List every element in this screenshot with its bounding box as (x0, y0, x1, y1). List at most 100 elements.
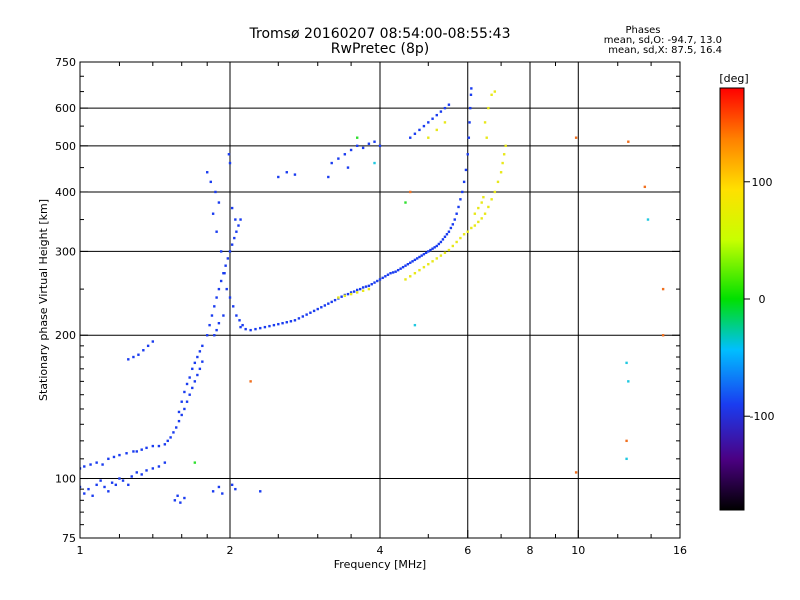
data-point (418, 128, 421, 132)
data-point (445, 233, 449, 236)
data-point (188, 393, 191, 396)
phase-stats-o: mean, sd,O: -94.7, 13.0 (604, 35, 722, 46)
data-point (226, 257, 230, 260)
data-point (470, 226, 473, 230)
data-point (473, 212, 477, 215)
data-point (394, 270, 397, 273)
data-point (418, 268, 421, 272)
data-point (95, 461, 98, 464)
data-point (496, 180, 500, 184)
data-point (574, 136, 578, 139)
data-point (355, 288, 359, 292)
data-point (293, 319, 297, 322)
data-point (439, 110, 443, 113)
data-point (435, 113, 438, 117)
data-point (327, 302, 330, 305)
data-point (239, 218, 242, 221)
data-point (180, 413, 183, 417)
x-tick-label: 1 (77, 544, 84, 557)
data-point (391, 271, 395, 274)
data-point (219, 279, 223, 283)
data-point (435, 244, 438, 248)
data-point (312, 309, 316, 313)
data-point (281, 321, 284, 325)
data-point (213, 305, 216, 308)
data-point (473, 224, 477, 227)
y-tick-label: 75 (62, 532, 76, 545)
y-tick-label: 200 (55, 329, 76, 342)
data-point (179, 501, 182, 504)
data-point (157, 465, 161, 468)
data-point (487, 205, 490, 209)
data-point (125, 452, 128, 455)
data-point (361, 286, 365, 289)
data-point (364, 285, 368, 288)
data-point (166, 439, 169, 443)
data-point (163, 461, 167, 464)
data-point (490, 93, 493, 96)
data-point (237, 224, 240, 227)
data-point (396, 268, 400, 272)
data-point (439, 240, 443, 244)
data-point (177, 419, 181, 423)
data-point (449, 226, 453, 230)
data-point (101, 463, 104, 466)
data-point (183, 407, 186, 411)
data-point (435, 257, 438, 260)
data-point (418, 255, 421, 259)
data-point (427, 263, 430, 266)
data-point (490, 198, 493, 201)
data-point (404, 278, 407, 281)
data-point (225, 287, 228, 291)
data-point (217, 201, 221, 204)
data-point (121, 479, 125, 482)
data-point (349, 291, 353, 294)
data-point (211, 212, 215, 215)
data-point (462, 180, 466, 184)
data-point (205, 171, 209, 174)
data-point (376, 279, 379, 283)
data-point (142, 349, 145, 352)
data-points (80, 87, 665, 504)
data-point (413, 132, 417, 135)
data-point (163, 443, 167, 446)
data-point (349, 148, 353, 152)
data-point (431, 260, 434, 263)
data-point (193, 461, 197, 464)
data-point (340, 295, 343, 298)
data-point (409, 136, 412, 139)
data-point (401, 265, 405, 269)
data-point (185, 382, 189, 386)
y-tick-label: 500 (55, 140, 76, 153)
data-point (422, 265, 426, 269)
data-point (185, 400, 189, 403)
data-point (420, 254, 423, 257)
data-point (263, 325, 267, 329)
data-point (439, 254, 443, 257)
data-point (447, 248, 451, 252)
data-point (443, 121, 447, 124)
colorbar-tick-label: 100 (752, 176, 773, 189)
data-point (409, 190, 412, 194)
data-point (230, 483, 234, 487)
data-point (384, 275, 387, 278)
data-point (205, 334, 209, 337)
data-point (625, 361, 628, 365)
data-point (427, 250, 430, 253)
data-point (80, 467, 82, 470)
data-point (330, 300, 333, 304)
data-point (214, 190, 217, 194)
data-point (499, 171, 503, 174)
data-point (230, 243, 234, 246)
data-point (233, 236, 236, 240)
x-tick-label: 4 (377, 544, 384, 557)
x-tick-label: 8 (527, 544, 534, 557)
data-point (309, 311, 312, 314)
data-point (361, 146, 365, 150)
data-point (297, 317, 301, 320)
data-point (130, 475, 133, 478)
data-point (198, 350, 202, 353)
data-point (424, 251, 428, 255)
data-point (367, 284, 371, 288)
